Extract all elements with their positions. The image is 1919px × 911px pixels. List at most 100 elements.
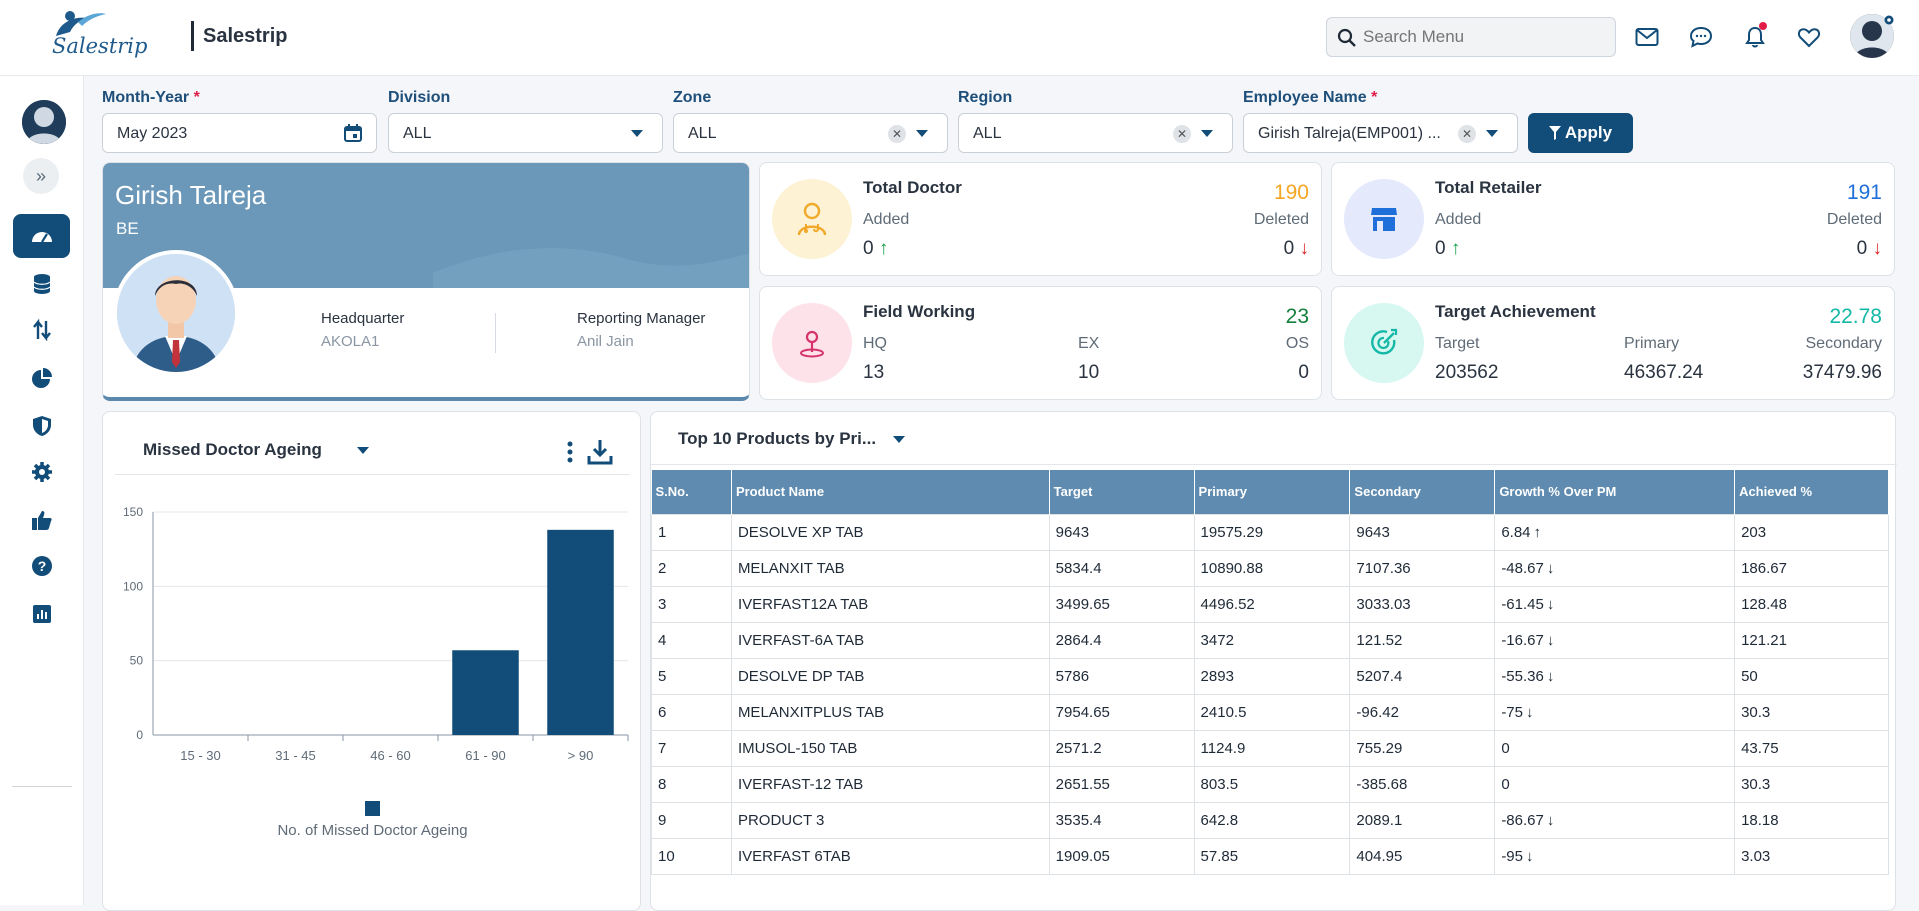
download-icon[interactable] — [587, 438, 613, 466]
table-row[interactable]: 10 IVERFAST 6TAB 1909.05 57.85 404.95 -95 ↓ 3.0… — [651, 837, 1889, 875]
arrow-up-icon: ↑ — [1450, 238, 1461, 259]
total-retailer-card[interactable]: Total Retailer 191 Added Deleted 0 ↑ 0 ↓ — [1331, 162, 1895, 276]
month-year-value: May 2023 — [117, 125, 188, 142]
column-header[interactable]: Target — [1049, 470, 1195, 514]
sidebar-item-reports[interactable] — [13, 592, 70, 636]
doctor-icon — [797, 202, 827, 236]
table-cell: 9 — [651, 801, 732, 839]
target-icon-circle — [1344, 303, 1424, 383]
gear-icon[interactable] — [1883, 14, 1895, 26]
target-icon — [1371, 328, 1398, 355]
target-achievement-card[interactable]: Target Achievement 22.78 Target Primary … — [1331, 286, 1895, 400]
pie-chart-icon — [31, 368, 52, 388]
table-cell: 404.95 — [1349, 837, 1496, 875]
employee-select[interactable]: Girish Talreja(EMP001) ... ✕ — [1243, 113, 1518, 153]
column-header[interactable]: Primary — [1194, 470, 1351, 514]
table-cell: IVERFAST-12 TAB — [730, 765, 1050, 803]
sidebar-item-analytics[interactable] — [13, 356, 70, 400]
table-row[interactable]: 7 IMUSOL-150 TAB 2571.2 1124.9 755.29 0 43.75 — [651, 729, 1889, 767]
field-hq-value: 13 — [863, 362, 885, 383]
table-cell: 1909.05 — [1048, 837, 1195, 875]
column-header[interactable]: S.No. — [651, 470, 732, 514]
chevron-down-icon[interactable] — [357, 447, 369, 454]
table-row[interactable]: 4 IVERFAST-6A TAB 2864.4 3472 121.52 -16.67 ↓ 1… — [651, 621, 1889, 659]
table-cell: 3033.03 — [1349, 585, 1496, 623]
column-header[interactable]: Product Name — [731, 470, 1050, 514]
table-cell: MELANXITPLUS TAB — [730, 693, 1050, 731]
shield-icon — [32, 416, 51, 436]
sidebar: » — [0, 76, 84, 905]
table-cell: -96.42 — [1349, 693, 1496, 731]
table-row[interactable]: 2 MELANXIT TAB 5834.4 10890.88 7107.36 -48.67… — [651, 549, 1889, 587]
reporting-manager-value: Anil Jain — [577, 333, 634, 350]
table-row[interactable]: 8 IVERFAST-12 TAB 2651.55 803.5 -385.68 0 30.3 — [651, 765, 1889, 803]
table-cell: -55.36 ↓ — [1494, 657, 1736, 695]
column-header[interactable]: Achieved % — [1734, 470, 1889, 514]
region-select[interactable]: ALL ✕ — [958, 113, 1233, 153]
table-row[interactable]: 3 IVERFAST12A TAB 3499.65 4496.52 3033.03 -61… — [651, 585, 1889, 623]
search-box[interactable] — [1326, 17, 1616, 57]
sidebar-item-security[interactable] — [13, 404, 70, 448]
products-report-select[interactable]: Top 10 Products by Pri... — [678, 429, 877, 448]
clear-icon[interactable]: ✕ — [1458, 125, 1476, 143]
field-working-card[interactable]: Field Working 23 HQ EX OS 13 10 0 — [759, 286, 1322, 400]
sidebar-item-dashboard[interactable] — [13, 214, 70, 258]
apply-button[interactable]: Apply — [1528, 113, 1633, 153]
chevron-down-icon[interactable] — [893, 436, 905, 443]
top-products-card: Top 10 Products by Pri... S.No. Product … — [650, 411, 1897, 911]
sidebar-item-feedback[interactable] — [13, 498, 70, 542]
column-header[interactable]: Growth % Over PM — [1494, 470, 1736, 514]
table-row[interactable]: 5 DESOLVE DP TAB 5786 2893 5207.4 -55.36 ↓ 50 — [651, 657, 1889, 695]
clear-icon[interactable]: ✕ — [888, 125, 906, 143]
sidebar-item-settings[interactable] — [13, 450, 70, 494]
table-cell: IVERFAST12A TAB — [730, 585, 1050, 623]
mail-button[interactable] — [1632, 22, 1662, 52]
table-cell: 9643 — [1349, 513, 1496, 551]
calendar-icon[interactable] — [343, 123, 363, 143]
legend-swatch — [365, 801, 380, 816]
column-header[interactable]: Secondary — [1349, 470, 1496, 514]
total-retailer-title: Total Retailer — [1435, 178, 1542, 197]
table-cell: 186.67 — [1734, 549, 1889, 587]
table-row[interactable]: 6 MELANXITPLUS TAB 7954.65 2410.5 -96.42 -75 ↓… — [651, 693, 1889, 731]
table-cell: 755.29 — [1349, 729, 1496, 767]
primary-label: Primary — [1624, 335, 1680, 352]
chevron-down-icon — [916, 130, 928, 137]
search-input[interactable] — [1363, 20, 1603, 54]
sidebar-avatar[interactable] — [22, 100, 66, 144]
retailer-icon-circle — [1344, 179, 1424, 259]
sidebar-item-sort[interactable] — [13, 308, 70, 352]
retailer-added-count: 0 ↑ — [1435, 238, 1461, 259]
table-row[interactable]: 9 PRODUCT 3 3535.4 642.8 2089.1 -86.67 ↓ 18.18 — [651, 801, 1889, 839]
field-os-value: 0 — [1298, 362, 1309, 383]
field-working-title: Field Working — [863, 302, 976, 321]
month-year-field[interactable]: May 2023 — [102, 113, 377, 153]
zone-select[interactable]: ALL ✕ — [673, 113, 948, 153]
gear-icon — [31, 462, 52, 482]
salestrip-logo[interactable]: Salestrip — [48, 8, 148, 62]
table-cell: 2 — [651, 549, 732, 587]
more-options-icon[interactable] — [564, 440, 576, 464]
sidebar-item-database[interactable] — [13, 262, 70, 306]
sidebar-expand-button[interactable]: » — [23, 158, 59, 194]
logo-bird-icon — [56, 11, 106, 36]
chart-type-select[interactable]: Missed Doctor Ageing — [143, 440, 322, 459]
clear-icon[interactable]: ✕ — [1173, 125, 1191, 143]
sidebar-item-help[interactable]: ? — [13, 544, 70, 588]
notifications-button[interactable] — [1740, 22, 1770, 52]
app-title: Salestrip — [203, 25, 288, 47]
employee-photo — [113, 250, 239, 376]
sidebar-divider — [12, 786, 72, 787]
table-cell: 1 — [651, 513, 732, 551]
table-cell: IMUSOL-150 TAB — [730, 729, 1050, 767]
total-doctor-card[interactable]: Total Doctor 190 Added Deleted 0 ↑ 0 ↓ — [759, 162, 1322, 276]
favorites-button[interactable] — [1794, 22, 1824, 52]
month-year-label: Month-Year * — [102, 89, 200, 106]
division-select[interactable]: ALL — [388, 113, 663, 153]
arrow-down-icon: ↓ — [1299, 238, 1310, 259]
chat-button[interactable] — [1686, 22, 1716, 52]
table-row[interactable]: 1 DESOLVE XP TAB 9643 19575.29 9643 6.84 ↑ 203 — [651, 513, 1889, 551]
missed-doctor-ageing-chart: 0 50 100 150 15 - 30 31 - 45 46 - 60 61 - 90 > 9… — [123, 505, 629, 763]
headquarter-value: AKOLA1 — [321, 333, 380, 350]
table-cell: 9643 — [1048, 513, 1195, 551]
